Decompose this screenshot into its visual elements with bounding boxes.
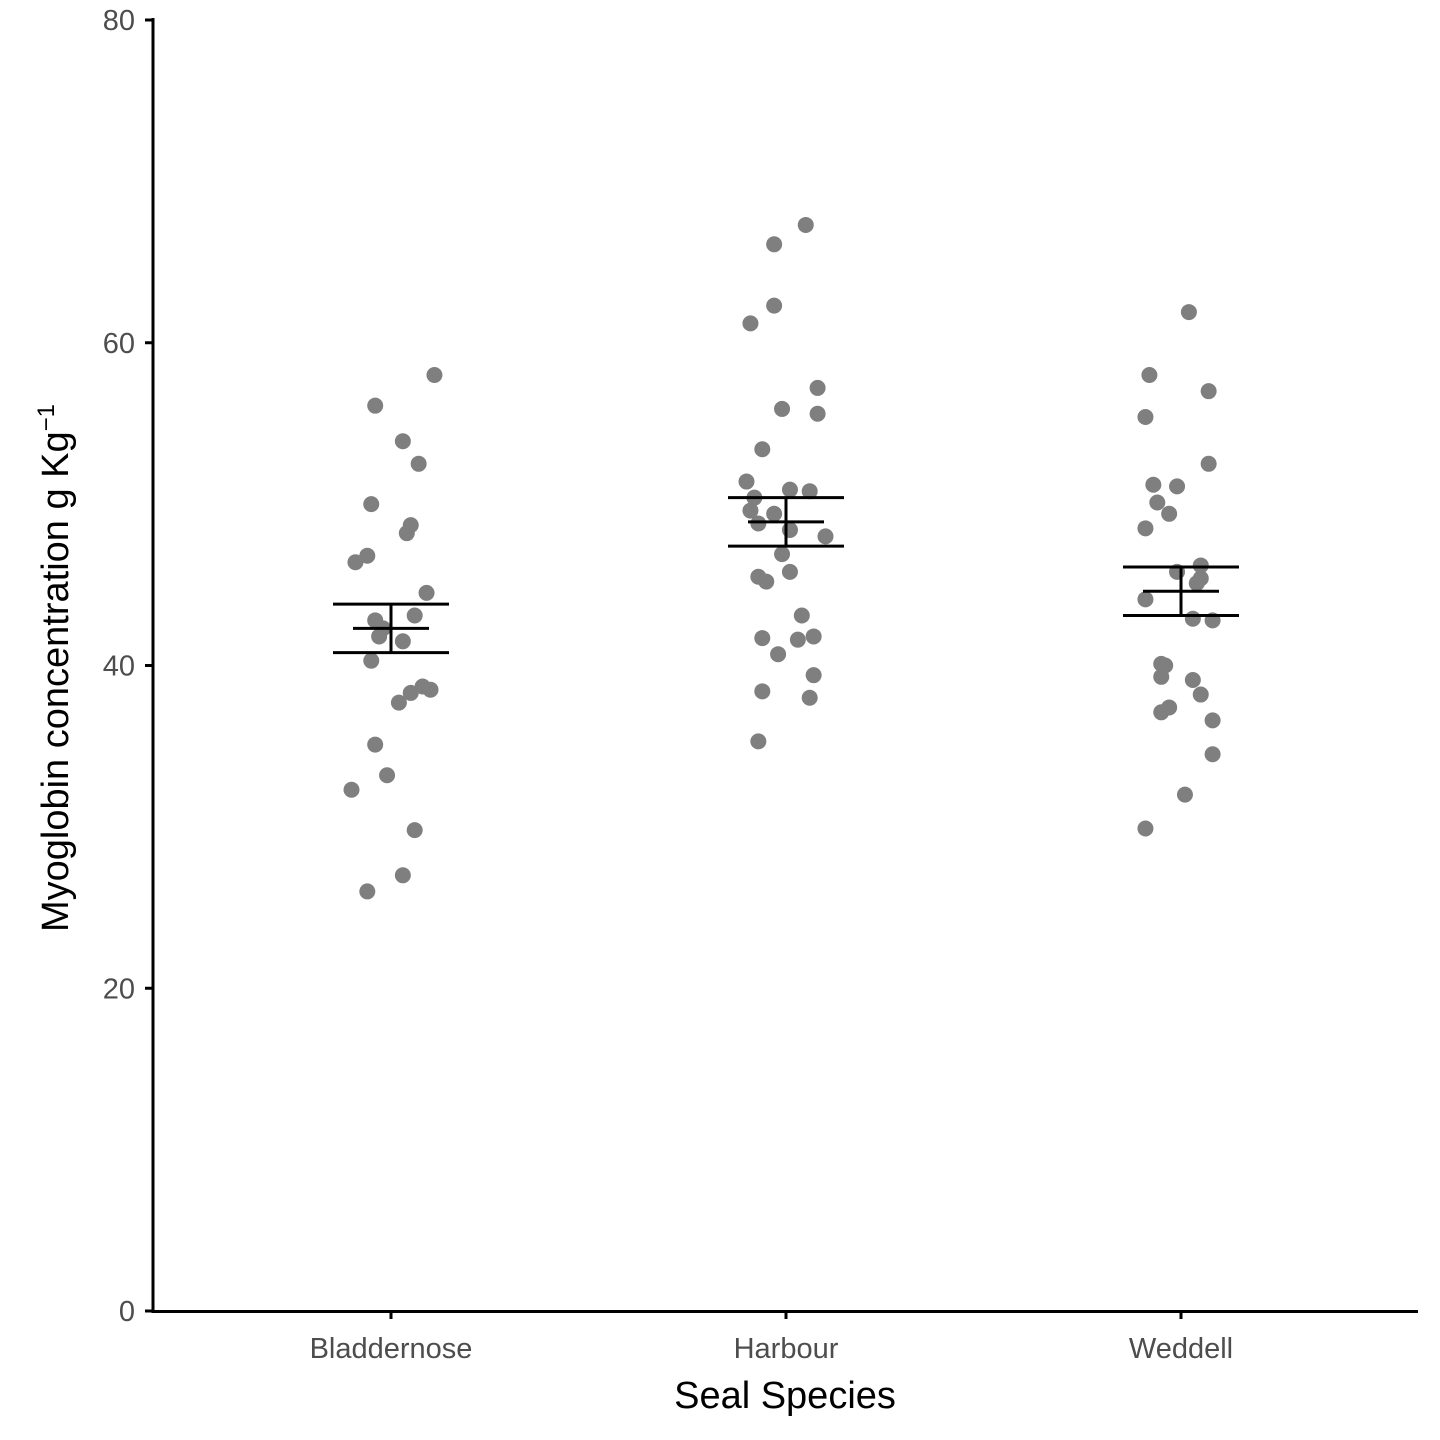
data-point bbox=[1184, 672, 1201, 689]
data-point bbox=[781, 521, 798, 538]
x-tick-label: Weddell bbox=[1129, 1333, 1233, 1365]
data-point bbox=[770, 646, 787, 663]
data-point bbox=[1153, 704, 1170, 721]
data-point bbox=[781, 481, 798, 498]
data-point bbox=[367, 736, 384, 753]
data-point bbox=[394, 867, 411, 884]
data-point bbox=[422, 681, 439, 698]
data-point bbox=[1149, 494, 1166, 511]
data-point bbox=[1200, 383, 1217, 400]
data-point bbox=[343, 781, 360, 798]
y-axis-title-text: Myoglobin concentration g Kg bbox=[35, 431, 77, 932]
data-point bbox=[359, 883, 376, 900]
data-point bbox=[1137, 591, 1154, 608]
y-axis-title-superscript: −1 bbox=[33, 404, 60, 431]
data-point bbox=[1137, 408, 1154, 425]
data-point bbox=[394, 633, 411, 650]
data-point bbox=[809, 405, 826, 422]
x-axis-ticks: Bladdernose Harbour Weddell bbox=[310, 1311, 1233, 1365]
data-point bbox=[371, 628, 388, 645]
data-point bbox=[758, 573, 775, 590]
data-point bbox=[410, 455, 427, 472]
data-point bbox=[1141, 367, 1158, 384]
data-point bbox=[363, 652, 380, 669]
data-point bbox=[426, 367, 443, 384]
data-point bbox=[1161, 505, 1178, 522]
data-point bbox=[394, 433, 411, 450]
x-tick-label: Harbour bbox=[734, 1333, 839, 1365]
y-tick-label: 20 bbox=[103, 973, 135, 1005]
data-point bbox=[1137, 520, 1154, 537]
data-point bbox=[1153, 668, 1170, 685]
data-point bbox=[801, 483, 818, 500]
data-point bbox=[367, 397, 384, 414]
data-point bbox=[406, 822, 423, 839]
data-point bbox=[750, 733, 767, 750]
mean-error-bars bbox=[333, 496, 1239, 655]
data-point bbox=[754, 683, 771, 700]
data-point bbox=[789, 631, 806, 648]
data-point bbox=[797, 216, 814, 233]
data-point bbox=[817, 528, 834, 545]
data-point bbox=[1200, 455, 1217, 472]
error-bar bbox=[728, 496, 844, 548]
y-axis-ticks: 0 20 40 60 80 bbox=[103, 5, 153, 1328]
data-point bbox=[781, 563, 798, 580]
error-bar bbox=[333, 602, 449, 655]
data-point bbox=[766, 236, 783, 253]
data-point bbox=[398, 525, 415, 542]
axes bbox=[151, 18, 1418, 1313]
data-point bbox=[347, 554, 364, 571]
x-axis-title: Seal Species bbox=[674, 1375, 896, 1417]
y-tick-label: 80 bbox=[103, 5, 135, 37]
data-point bbox=[390, 694, 407, 711]
data-point bbox=[1192, 557, 1209, 574]
data-point bbox=[1204, 746, 1221, 763]
y-tick-label: 0 bbox=[119, 1296, 135, 1328]
y-tick-label: 40 bbox=[103, 651, 135, 683]
data-point bbox=[774, 400, 791, 417]
data-point bbox=[801, 689, 818, 706]
data-point bbox=[805, 667, 822, 684]
data-point bbox=[402, 684, 419, 701]
data-point bbox=[754, 441, 771, 458]
data-point bbox=[1192, 686, 1209, 703]
data-point bbox=[1169, 478, 1186, 495]
data-point bbox=[1184, 610, 1201, 627]
data-point bbox=[750, 515, 767, 532]
data-point bbox=[418, 584, 435, 601]
data-point bbox=[1137, 820, 1154, 837]
data-point bbox=[766, 505, 783, 522]
data-point bbox=[1204, 712, 1221, 729]
data-point bbox=[774, 546, 791, 563]
error-bar bbox=[1123, 565, 1239, 617]
data-point bbox=[742, 502, 759, 519]
data-point bbox=[738, 473, 755, 490]
data-point bbox=[363, 496, 380, 513]
y-tick-label: 60 bbox=[103, 328, 135, 360]
data-point bbox=[1176, 786, 1193, 803]
data-point bbox=[359, 547, 376, 564]
data-point bbox=[809, 379, 826, 396]
data-point bbox=[754, 630, 771, 647]
data-point bbox=[793, 607, 810, 624]
data-point bbox=[742, 315, 759, 332]
data-point bbox=[1180, 304, 1197, 321]
y-axis-title: Myoglobin concentration g Kg−1 bbox=[33, 404, 77, 932]
data-points bbox=[343, 216, 1221, 900]
data-point bbox=[1188, 575, 1205, 592]
data-point bbox=[766, 297, 783, 314]
data-point bbox=[406, 607, 423, 624]
data-point bbox=[1145, 476, 1162, 493]
x-tick-label: Bladdernose bbox=[310, 1333, 473, 1365]
data-point bbox=[805, 628, 822, 645]
data-point bbox=[379, 767, 396, 784]
